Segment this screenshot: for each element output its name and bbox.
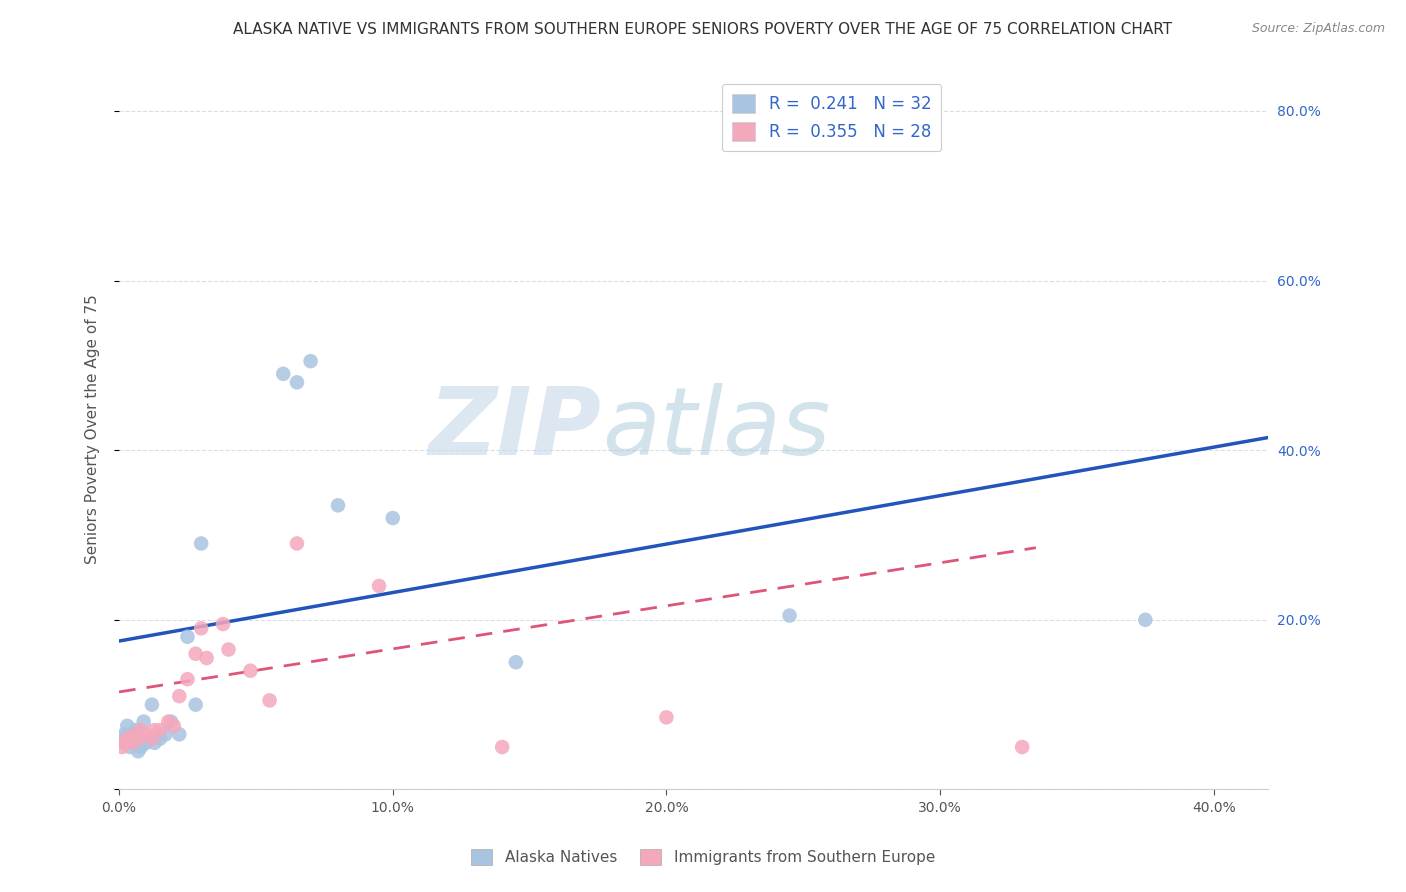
- Point: [368, 579, 391, 593]
- Point: [114, 736, 136, 750]
- Point: [259, 693, 281, 707]
- Point: [326, 499, 349, 513]
- Point: [121, 727, 143, 741]
- Point: [127, 731, 149, 746]
- Point: [285, 376, 308, 390]
- Point: [195, 651, 218, 665]
- Point: [111, 739, 134, 754]
- Point: [143, 736, 166, 750]
- Point: [129, 723, 152, 737]
- Point: [118, 731, 141, 746]
- Point: [779, 608, 801, 623]
- Point: [155, 727, 177, 741]
- Point: [505, 655, 527, 669]
- Point: [149, 731, 172, 746]
- Point: [157, 714, 180, 729]
- Point: [141, 698, 163, 712]
- Y-axis label: Seniors Poverty Over the Age of 75: Seniors Poverty Over the Age of 75: [86, 294, 100, 564]
- Point: [190, 536, 212, 550]
- Text: atlas: atlas: [602, 384, 830, 475]
- Point: [212, 617, 235, 632]
- Point: [160, 714, 183, 729]
- Point: [299, 354, 322, 368]
- Point: [117, 731, 139, 746]
- Point: [117, 719, 139, 733]
- Point: [127, 744, 149, 758]
- Point: [114, 736, 136, 750]
- Point: [184, 698, 207, 712]
- Point: [176, 672, 198, 686]
- Point: [121, 731, 143, 746]
- Point: [184, 647, 207, 661]
- Point: [141, 731, 163, 746]
- Point: [163, 719, 186, 733]
- Point: [118, 731, 141, 746]
- Point: [135, 727, 157, 741]
- Point: [218, 642, 240, 657]
- Point: [491, 739, 513, 754]
- Point: [111, 731, 134, 746]
- Point: [381, 511, 404, 525]
- Point: [114, 727, 136, 741]
- Point: [143, 723, 166, 737]
- Point: [127, 731, 149, 746]
- Point: [167, 727, 190, 741]
- Legend: Alaska Natives, Immigrants from Southern Europe: Alaska Natives, Immigrants from Southern…: [465, 843, 941, 871]
- Point: [124, 723, 146, 737]
- Point: [167, 689, 190, 703]
- Point: [121, 736, 143, 750]
- Point: [118, 739, 141, 754]
- Point: [1135, 613, 1157, 627]
- Legend: R =  0.241   N = 32, R =  0.355   N = 28: R = 0.241 N = 32, R = 0.355 N = 28: [723, 84, 942, 151]
- Point: [124, 727, 146, 741]
- Point: [176, 630, 198, 644]
- Point: [655, 710, 678, 724]
- Point: [129, 739, 152, 754]
- Text: ZIP: ZIP: [429, 383, 602, 475]
- Point: [117, 736, 139, 750]
- Point: [271, 367, 294, 381]
- Point: [190, 621, 212, 635]
- Text: Source: ZipAtlas.com: Source: ZipAtlas.com: [1251, 22, 1385, 36]
- Point: [285, 536, 308, 550]
- Point: [149, 723, 172, 737]
- Point: [1011, 739, 1033, 754]
- Point: [239, 664, 262, 678]
- Point: [132, 714, 155, 729]
- Text: ALASKA NATIVE VS IMMIGRANTS FROM SOUTHERN EUROPE SENIORS POVERTY OVER THE AGE OF: ALASKA NATIVE VS IMMIGRANTS FROM SOUTHER…: [233, 22, 1173, 37]
- Point: [135, 736, 157, 750]
